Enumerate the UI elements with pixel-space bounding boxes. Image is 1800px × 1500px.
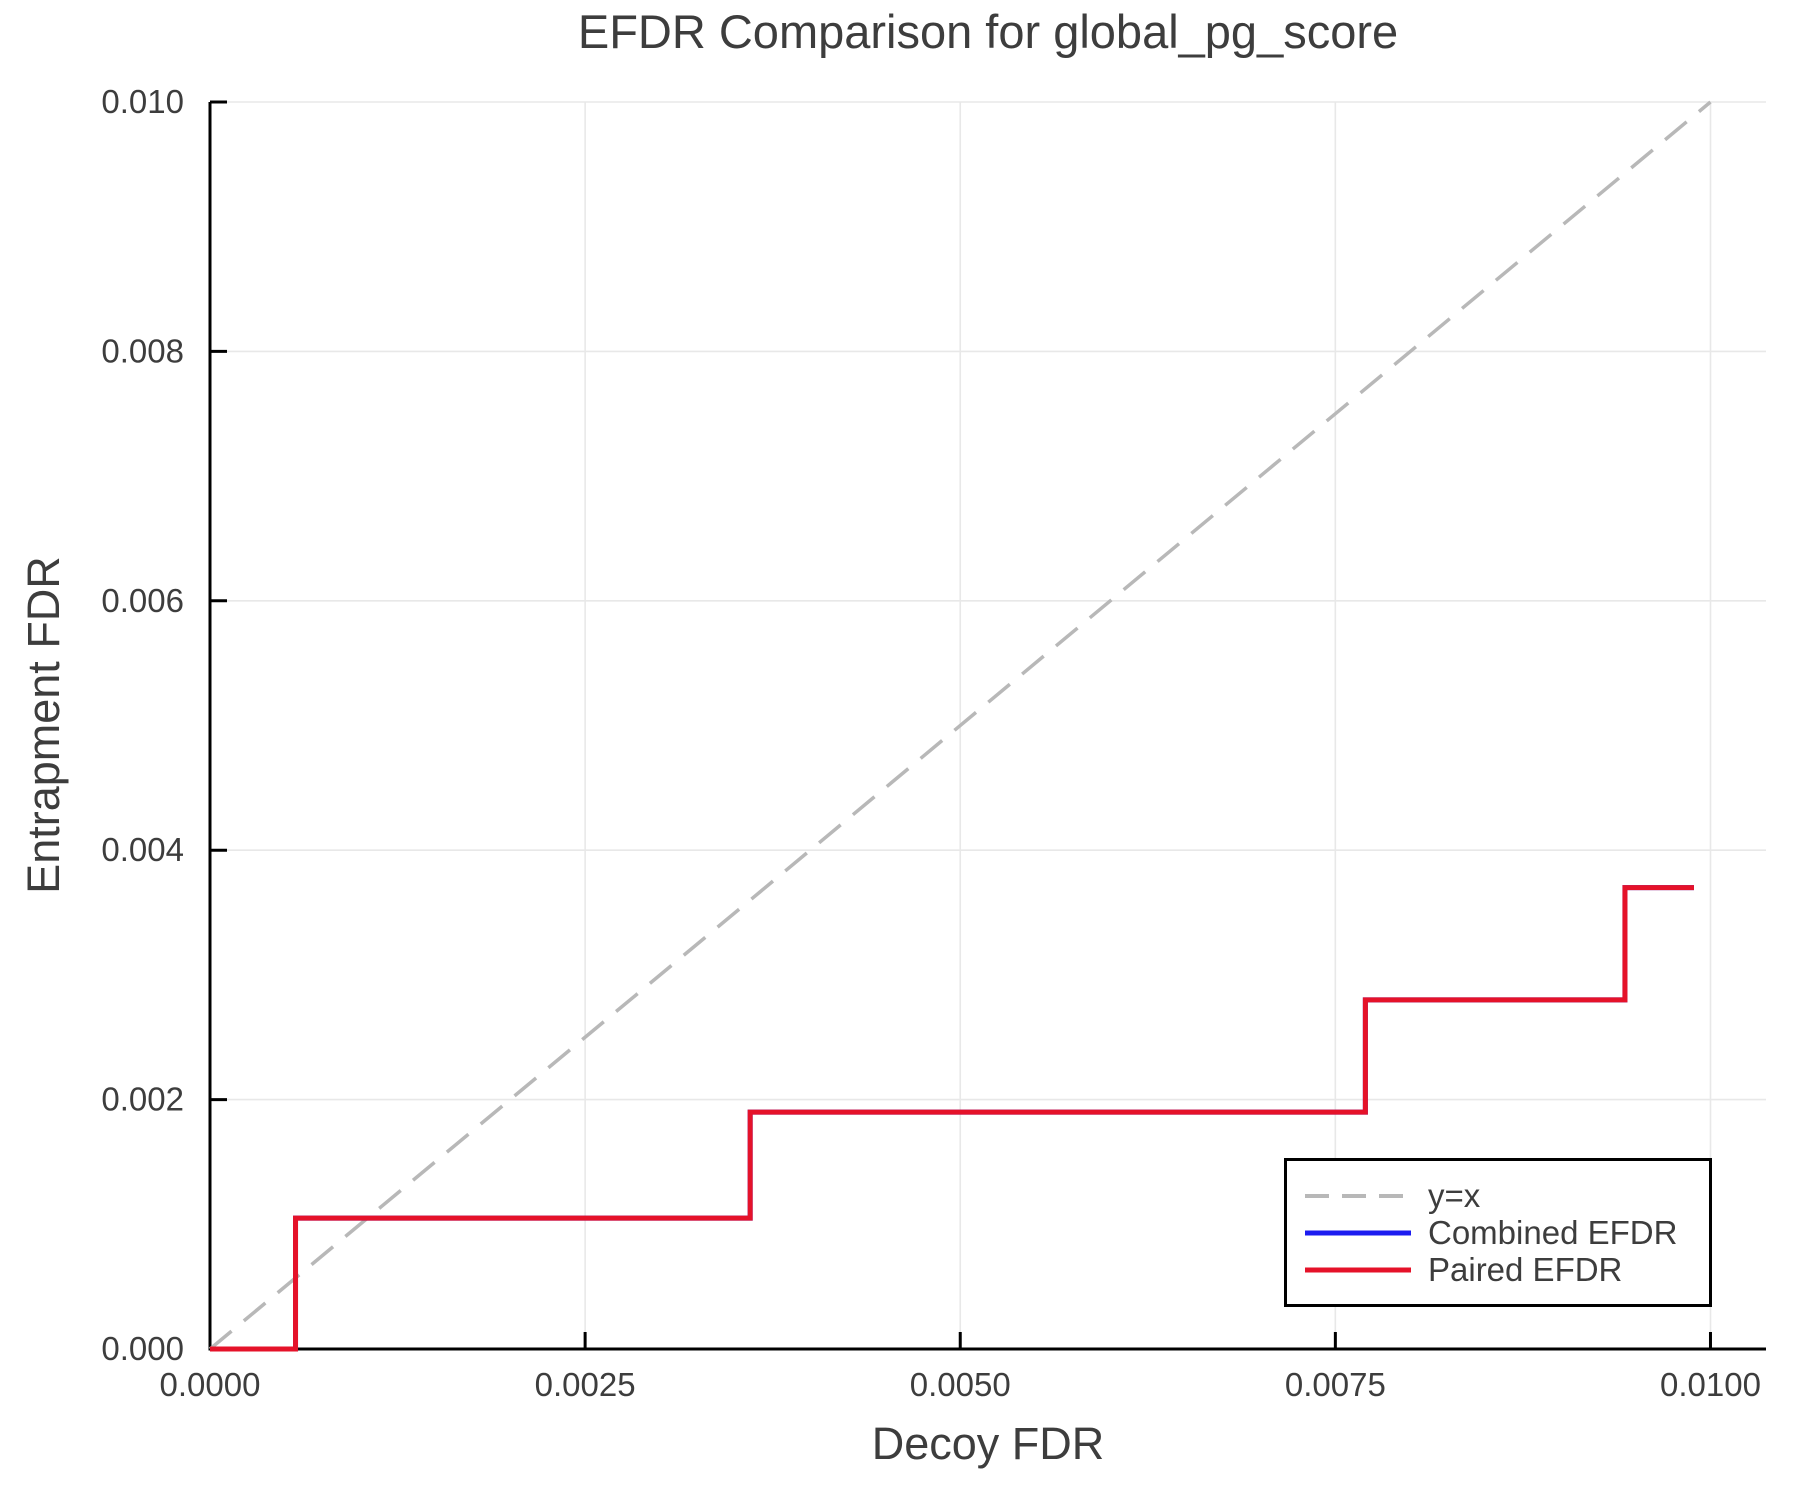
tick-labels-layer: 0.0000 0.0025 0.0050 0.0075 0.0100 0.000 0.002… (101, 83, 1761, 1403)
series-line-y-x (208, 100, 1712, 1351)
axes-layer (208, 100, 1766, 1351)
legend-label-combined-efdr: Combined EFDR (1428, 1214, 1678, 1251)
paired-efdr-line-sample-icon (1305, 1267, 1411, 1272)
x-tick-label: 0.0050 (910, 1366, 1011, 1403)
legend-entry-combined-efdr: Combined EFDR (1303, 1214, 1709, 1251)
x-axis-title: Decoy FDR (871, 1418, 1105, 1469)
legend-entry-paired-efdr: Paired EFDR (1303, 1251, 1709, 1288)
x-tick-label: 0.0100 (1660, 1366, 1761, 1403)
y-tick-label: 0.006 (101, 582, 184, 619)
y-tick-label: 0.004 (101, 831, 184, 868)
y-tick-label: 0.008 (101, 332, 184, 369)
legend-label-paired-efdr: Paired EFDR (1428, 1251, 1623, 1288)
x-tick-label: 0.0000 (160, 1366, 261, 1403)
legend: y=x Combined EFDR Paired EFDR (1284, 1158, 1712, 1307)
x-tick-label: 0.0075 (1285, 1366, 1386, 1403)
y-axis-title: Entrapment FDR (18, 556, 69, 894)
series-layer (208, 100, 1712, 1352)
combined-efdr-line-sample-icon (1305, 1230, 1411, 1235)
legend-entry-identity: y=x (1303, 1177, 1709, 1214)
gridlines-layer (210, 101, 1766, 1349)
identity-line-sample-icon (1305, 1193, 1411, 1198)
y-tick-label: 0.000 (101, 1330, 184, 1367)
legend-label-identity: y=x (1428, 1177, 1481, 1214)
y-tick-label: 0.010 (101, 83, 184, 120)
chart-title: EFDR Comparison for global_pg_score (577, 5, 1399, 58)
series-line-paired-efdr (210, 885, 1694, 1352)
x-tick-label: 0.0025 (535, 1366, 636, 1403)
y-tick-label: 0.002 (101, 1081, 184, 1118)
